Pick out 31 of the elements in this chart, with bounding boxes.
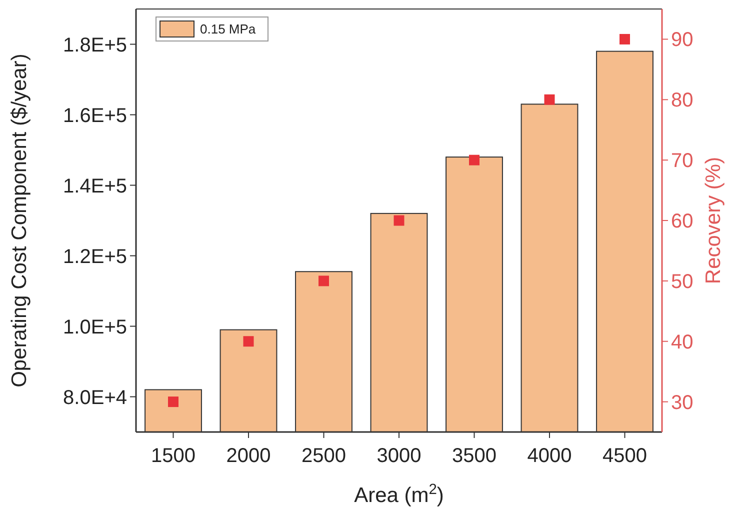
y-tick-label: 1.6E+5: [63, 104, 127, 127]
x-tick-label: 2000: [226, 445, 271, 467]
x-tick-label: 4000: [527, 445, 572, 467]
x-tick-label: 4500: [602, 445, 647, 467]
point: [168, 396, 178, 408]
y2-tick-label: 30: [671, 392, 694, 414]
y2-axis-title: Recovery (%): [702, 156, 725, 284]
y2-tick-label: 50: [671, 270, 694, 293]
y-tick-label: 8.0E+4: [63, 386, 127, 409]
y2-tick-label: 80: [671, 90, 694, 112]
point: [318, 276, 329, 286]
y-tick-label: 1.0E+5: [63, 316, 127, 338]
point: [394, 215, 404, 226]
x-tick-label: 2500: [302, 445, 346, 467]
point: [544, 94, 555, 105]
y2-tick-label: 90: [671, 29, 694, 52]
legend-label: 0.15 MPa: [200, 22, 256, 37]
y-tick-label: 1.2E+5: [63, 246, 127, 268]
y2-tick-label: 70: [671, 150, 694, 172]
x-tick-label: 1500: [151, 445, 196, 467]
y-axis-title: Operating Cost Component ($/year): [8, 54, 31, 388]
point: [620, 34, 630, 44]
y2-tick-label: 40: [671, 331, 694, 354]
y-tick-label: 1.8E+5: [63, 34, 127, 56]
point: [469, 154, 480, 166]
x-axis-title: Area (m$^{2}$): [354, 482, 444, 507]
y-tick-label: 1.4E+5: [63, 175, 127, 198]
point: [243, 336, 254, 347]
y2-tick-label: 60: [671, 210, 694, 232]
x-tick-label: 3000: [376, 445, 422, 467]
x-tick-label: 3500: [452, 445, 496, 467]
